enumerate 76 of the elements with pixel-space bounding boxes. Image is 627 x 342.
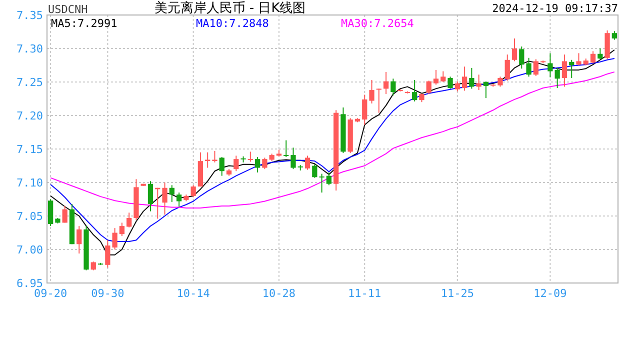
candlestick <box>190 184 196 198</box>
candlestick <box>512 38 518 62</box>
candlestick <box>498 76 503 88</box>
candlestick <box>48 198 54 227</box>
x-tick-label: 11-25 <box>440 287 474 300</box>
candlestick <box>576 52 582 66</box>
candlestick <box>476 74 482 91</box>
candlestick <box>454 80 460 92</box>
candlestick <box>212 150 218 163</box>
candlestick <box>369 79 374 104</box>
candlestick <box>526 57 532 78</box>
chart-title: 美元离岸人民币 - 日K线图 <box>154 0 306 16</box>
y-tick-label: 7.05 <box>16 210 43 223</box>
x-tick-label: 09-20 <box>34 287 68 300</box>
line-series <box>50 71 615 208</box>
candlestick <box>234 155 239 172</box>
candlestick <box>448 76 453 90</box>
y-tick-label: 7.25 <box>16 76 43 89</box>
candlestick <box>176 192 182 208</box>
annotation: 2024-12-19 09:17:37 <box>492 2 618 15</box>
candlestick <box>554 67 560 89</box>
candlestick <box>290 147 296 170</box>
candlestick <box>562 54 568 88</box>
candlestick <box>312 164 318 178</box>
candlestick <box>105 240 110 268</box>
candlestick <box>326 172 332 186</box>
candlestick <box>462 66 468 92</box>
y-tick-label: 7.00 <box>16 244 43 256</box>
candlestick <box>254 156 260 173</box>
y-tick-label: 7.20 <box>16 110 43 122</box>
candlestick <box>469 67 474 90</box>
candlestick <box>126 212 132 228</box>
annotation: USDCNH <box>48 3 88 16</box>
candlestick <box>119 222 125 237</box>
candlestick <box>433 69 439 86</box>
candlestick <box>533 58 538 76</box>
candlestick <box>504 54 510 82</box>
y-tick-label: 7.15 <box>16 143 43 156</box>
candlestick <box>362 94 368 126</box>
candlestick <box>569 59 574 78</box>
candlestick <box>112 228 118 250</box>
candlestick <box>162 182 168 216</box>
candlestick <box>412 79 418 102</box>
candlestick <box>62 205 68 224</box>
text: MA30:7.2654 <box>341 17 414 30</box>
x-tick-label: 09-30 <box>91 287 124 300</box>
candlestick <box>483 80 489 99</box>
candlestick <box>383 71 389 95</box>
candlestick <box>284 140 289 158</box>
candlestick <box>319 173 324 194</box>
candlestick <box>590 50 596 64</box>
candlestick <box>76 226 82 254</box>
candlestick <box>376 88 382 114</box>
candlestick <box>426 80 432 95</box>
x-tick-label: 10-28 <box>262 287 296 300</box>
text: MA5:7.2991 <box>51 17 118 30</box>
x-tick-label: 12-09 <box>534 287 567 300</box>
x-tick-label: 10-14 <box>176 287 210 300</box>
candlestick <box>548 52 553 78</box>
y-tick-label: 6.95 <box>16 277 43 290</box>
y-tick-label: 7.10 <box>16 176 43 190</box>
y-tick-label: 7.30 <box>16 42 43 56</box>
candlestick <box>440 70 446 82</box>
candlestick <box>304 155 310 170</box>
y-tick-label: 7.35 <box>16 9 43 22</box>
candlestick <box>390 78 396 96</box>
candlestick <box>219 156 224 176</box>
candlestick <box>148 180 154 212</box>
candlestick <box>248 151 253 162</box>
text: MA10:7.2848 <box>196 17 269 30</box>
candlestick <box>262 157 268 170</box>
candlestick <box>519 46 524 70</box>
x-tick-label: 11-11 <box>348 287 382 300</box>
candlestick <box>598 48 603 60</box>
candlestick <box>169 184 174 202</box>
candlestick <box>205 152 210 168</box>
